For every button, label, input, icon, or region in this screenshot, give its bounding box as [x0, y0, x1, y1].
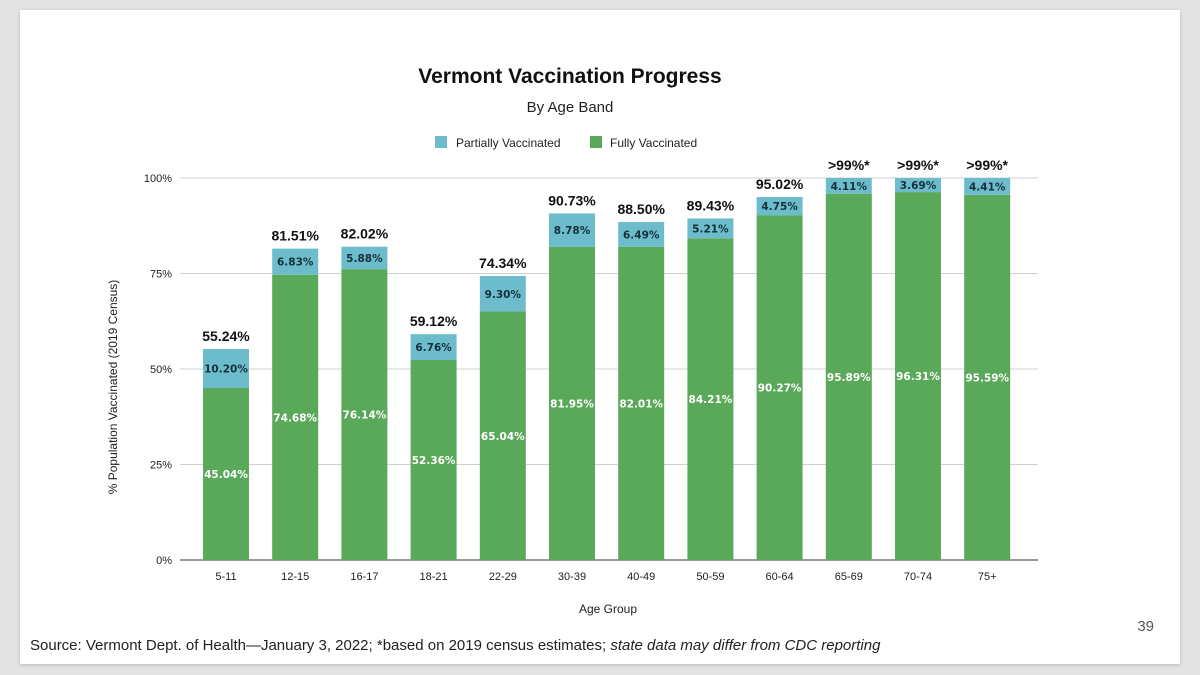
x-tick-label: 30-39 [558, 571, 586, 583]
x-tick-label: 70-74 [904, 571, 932, 583]
label-partially-vaccinated: 9.30% [485, 289, 522, 301]
label-partially-vaccinated: 4.41% [969, 181, 1006, 193]
label-total: 82.02% [341, 226, 389, 242]
label-partially-vaccinated: 4.11% [831, 181, 868, 193]
x-tick-label: 40-49 [627, 571, 655, 583]
x-tick-label: 65-69 [835, 571, 863, 583]
label-fully-vaccinated: 76.14% [343, 410, 387, 422]
label-partially-vaccinated: 8.78% [554, 225, 591, 237]
label-fully-vaccinated: 65.04% [481, 431, 525, 443]
slide: Vermont Vaccination Progress By Age Band… [20, 10, 1180, 664]
y-axis-ticks: 0% 25% 50% 75% 100% [144, 173, 172, 567]
bars: 45.04% 10.20% 55.24% 74.68% 6.83% 81.51% 76.14… [202, 157, 1011, 561]
label-partially-vaccinated: 10.20% [204, 363, 248, 375]
bar-partially-vaccinated [410, 334, 457, 360]
label-partially-vaccinated: 3.69% [900, 180, 937, 192]
label-partially-vaccinated: 6.49% [623, 229, 660, 241]
label-total: 74.34% [479, 255, 527, 271]
label-total: 81.51% [271, 228, 319, 244]
label-fully-vaccinated: 95.89% [827, 372, 871, 384]
bar-partially-vaccinated [618, 221, 665, 247]
bar-partially-vaccinated [341, 246, 388, 270]
chart-subtitle: By Age Band [527, 99, 614, 116]
label-total: >99%* [897, 157, 939, 173]
label-fully-vaccinated: 84.21% [689, 394, 733, 406]
label-fully-vaccinated: 95.59% [965, 372, 1009, 384]
y-tick-label: 100% [144, 173, 172, 185]
bar-partially-vaccinated [756, 197, 803, 216]
bar-partially-vaccinated [964, 178, 1011, 195]
label-fully-vaccinated: 82.01% [619, 398, 663, 410]
label-fully-vaccinated: 45.04% [204, 469, 248, 481]
x-tick-label: 12-15 [281, 571, 309, 583]
y-axis-title: % Population Vaccinated (2019 Census) [106, 280, 120, 495]
label-total: 88.50% [617, 201, 665, 217]
x-tick-label: 18-21 [420, 571, 448, 583]
label-total: 59.12% [410, 313, 458, 329]
x-axis-title: Age Group [579, 602, 637, 616]
bar-fully-vaccinated [272, 274, 319, 560]
legend-swatch-full [590, 136, 602, 148]
page-number: 39 [1137, 618, 1154, 635]
bar-partially-vaccinated [549, 213, 595, 247]
bar-fully-vaccinated [479, 311, 526, 560]
label-total: >99%* [966, 157, 1008, 173]
y-tick-label: 0% [156, 555, 172, 567]
label-total: >99%* [828, 157, 870, 173]
legend: Partially Vaccinated Fully Vaccinated [435, 136, 697, 150]
x-tick-label: 16-17 [350, 571, 378, 583]
label-partially-vaccinated: 6.83% [277, 257, 314, 269]
bar-fully-vaccinated [203, 387, 249, 560]
bar-fully-vaccinated [410, 359, 457, 560]
bar-fully-vaccinated [964, 194, 1011, 561]
bar-partially-vaccinated [895, 178, 941, 193]
vaccination-chart: Vermont Vaccination Progress By Age Band… [106, 65, 1038, 616]
label-total: 95.02% [756, 176, 804, 192]
x-tick-label: 75+ [978, 571, 997, 583]
bar-partially-vaccinated [479, 276, 526, 312]
bar-fully-vaccinated [895, 192, 941, 560]
label-total: 55.24% [202, 328, 250, 344]
bar-partially-vaccinated [272, 248, 319, 275]
bar-fully-vaccinated [756, 215, 803, 561]
label-total: 89.43% [687, 197, 735, 213]
source-text: Source: Vermont Dept. of Health—January … [30, 637, 611, 654]
label-fully-vaccinated: 52.36% [412, 455, 456, 467]
bar-fully-vaccinated [825, 193, 872, 560]
chart-title: Vermont Vaccination Progress [418, 65, 721, 88]
y-tick-label: 75% [150, 269, 172, 281]
label-fully-vaccinated: 96.31% [896, 371, 940, 383]
source-note: Source: Vermont Dept. of Health—January … [30, 637, 880, 654]
bar-fully-vaccinated [618, 246, 665, 560]
y-tick-label: 50% [150, 364, 172, 376]
bar-partially-vaccinated [203, 348, 249, 388]
legend-label-partial: Partially Vaccinated [456, 136, 561, 150]
y-tick-label: 25% [150, 460, 172, 472]
bar-fully-vaccinated [549, 246, 595, 561]
bar-fully-vaccinated [687, 238, 734, 560]
label-fully-vaccinated: 74.68% [273, 412, 317, 424]
bar-fully-vaccinated [341, 269, 388, 560]
x-tick-label: 60-64 [766, 571, 794, 583]
x-axis-ticks: 5-11 12-15 16-17 18-21 22-29 30-39 40-49 50-59 6… [215, 571, 996, 583]
label-partially-vaccinated: 6.76% [415, 342, 452, 354]
label-fully-vaccinated: 81.95% [550, 398, 594, 410]
legend-swatch-partial [435, 136, 447, 148]
label-partially-vaccinated: 5.88% [346, 253, 383, 265]
source-disclaimer: state data may differ from CDC reporting [610, 637, 881, 654]
x-tick-label: 50-59 [696, 571, 724, 583]
bar-partially-vaccinated [687, 218, 734, 239]
bar-partially-vaccinated [825, 178, 872, 194]
label-partially-vaccinated: 5.21% [692, 223, 729, 235]
label-total: 90.73% [548, 192, 596, 208]
legend-label-full: Fully Vaccinated [610, 136, 697, 150]
x-tick-label: 5-11 [215, 571, 236, 583]
x-tick-label: 22-29 [489, 571, 517, 583]
label-fully-vaccinated: 90.27% [758, 383, 802, 395]
label-partially-vaccinated: 4.75% [761, 201, 798, 213]
